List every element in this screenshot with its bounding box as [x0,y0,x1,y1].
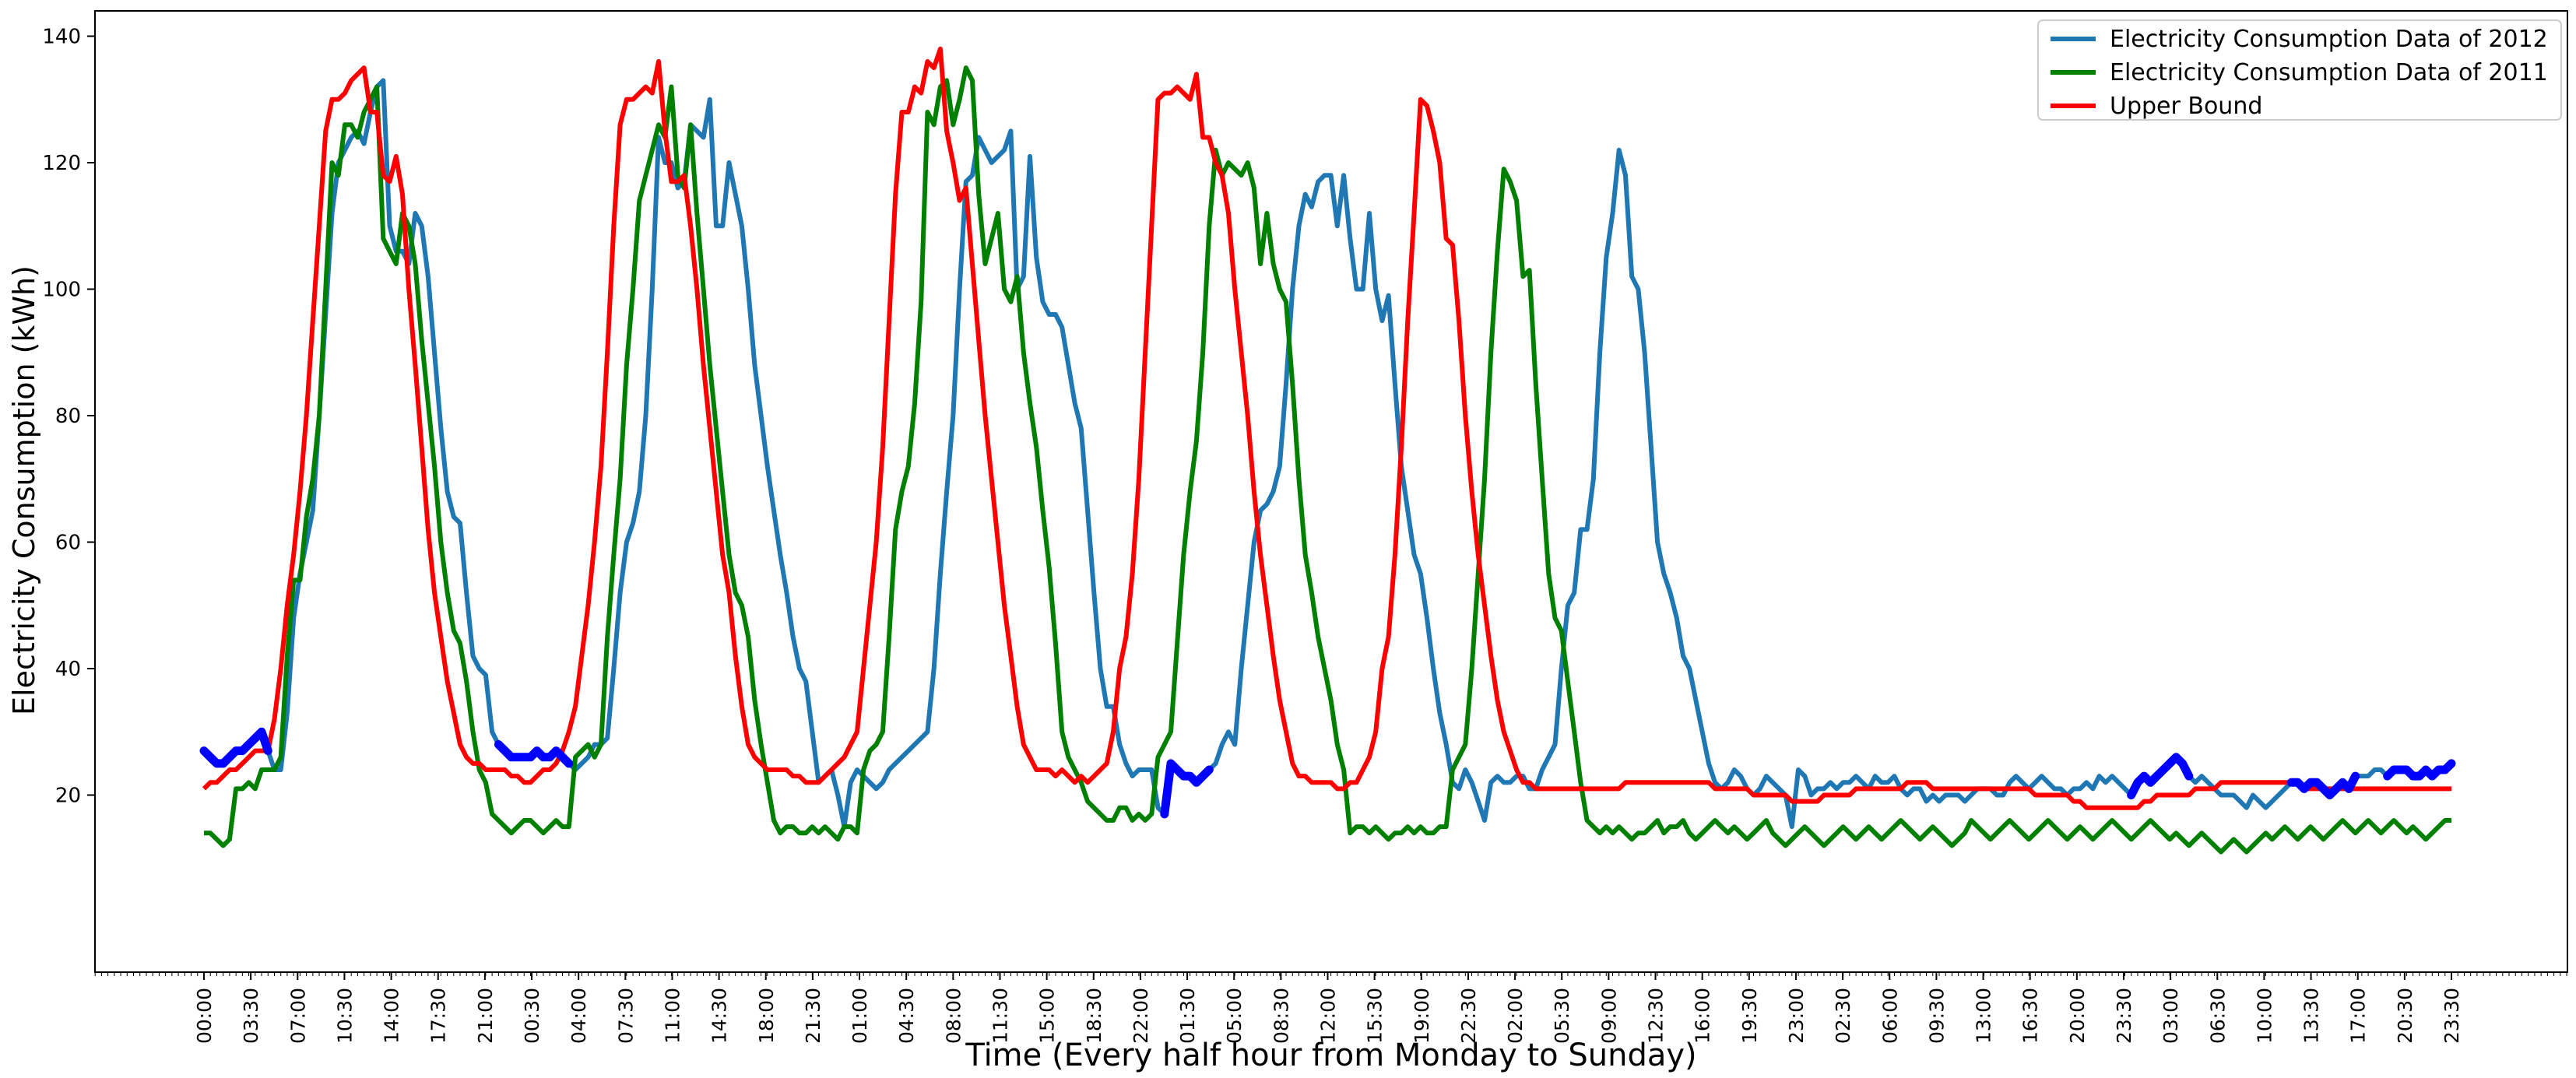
series-layer [202,46,2454,855]
x-tick-label: 08:00 [942,988,965,1044]
x-tick-label: 04:00 [568,988,590,1044]
x-tick-label: 19:30 [1738,988,1761,1044]
x-tick-label: 12:30 [1645,988,1668,1044]
x-tick-label: 09:30 [1925,988,1948,1044]
x-tick-label: 01:00 [849,988,871,1044]
x-tick-label: 18:30 [1083,988,1105,1044]
x-axis: 00:00 03:30 07:00 10:30 14:00 17:30 21:00 00:30… [94,972,2567,1044]
x-tick-label: 17:30 [427,988,450,1044]
x-tick-label: 03:00 [2160,988,2182,1044]
x-tick-label: 13:00 [1973,988,1995,1044]
x-tick-label: 23:30 [2441,988,2463,1044]
x-tick-label: 10:30 [333,988,356,1044]
x-tick-label: 01:30 [1176,988,1199,1044]
y-tick-label: 80 [55,405,81,428]
x-tick-label: 03:30 [240,988,262,1044]
x-tick-label: 16:30 [2019,988,2042,1044]
x-tick-label: 02:30 [1832,988,1854,1044]
x-tick-label: 14:30 [708,988,731,1044]
x-tick-label: 10:00 [2253,988,2276,1044]
y-tick-label: 40 [55,658,81,681]
legend-label-0: Electricity Consumption Data of 2012 [2110,26,2548,53]
y-tick-label: 20 [55,785,81,808]
x-tick-label: 16:00 [1692,988,1714,1044]
x-tick-label: 19:00 [1411,988,1433,1044]
y-tick-label: 140 [42,26,81,49]
x-tick-label: 06:00 [1878,988,1901,1044]
y-tick-label: 60 [55,532,81,555]
highlight-segment [2127,753,2194,799]
x-tick-label: 08:30 [1270,988,1292,1044]
x-tick-label: 00:00 [193,988,216,1044]
x-tick-label: 11:30 [989,988,1011,1044]
x-tick-label: 14:00 [381,988,403,1044]
series-line-0 [202,78,2454,830]
x-tick-label: 23:00 [1785,988,1808,1044]
x-tick-label: 05:30 [1551,988,1573,1044]
x-tick-label: 02:00 [1504,988,1527,1044]
y-axis: 20 40 60 80 100 120 140 [42,26,95,808]
highlight-segment [494,740,574,768]
highlight-segment [199,727,272,768]
x-tick-label: 07:30 [614,988,637,1044]
legend-label-2: Upper Bound [2110,93,2262,120]
x-tick-label: 21:00 [474,988,497,1044]
x-tick-label: 12:00 [1317,988,1340,1044]
highlight-layer [199,727,2456,819]
x-tick-label: 22:30 [1457,988,1480,1044]
x-tick-label: 13:30 [2300,988,2323,1044]
legend-box [2037,19,2562,121]
x-tick-label: 22:00 [1130,988,1152,1044]
x-tick-label: 15:00 [1036,988,1059,1044]
legend-label-1: Electricity Consumption Data of 2011 [2110,59,2548,86]
x-tick-label: 23:30 [2113,988,2135,1044]
x-tick-label: 18:00 [755,988,778,1044]
x-tick-label: 15:30 [1364,988,1386,1044]
series-line-2 [202,46,2451,810]
x-tick-label: 20:00 [2066,988,2089,1044]
x-tick-label: 00:30 [521,988,543,1044]
x-tick-label: 04:30 [895,988,918,1044]
x-tick-label: 17:00 [2347,988,2370,1044]
y-tick-label: 120 [42,152,81,175]
y-axis-title: Electricity Consumption (kWh) [7,265,41,715]
highlight-segment [1160,759,1214,819]
x-tick-label: 07:00 [286,988,309,1044]
y-tick-label: 100 [42,279,81,302]
x-tick-label: 06:30 [2206,988,2229,1044]
x-tick-label: 21:30 [802,988,824,1044]
x-tick-label: 05:00 [1223,988,1246,1044]
highlight-segment [2383,759,2456,781]
legend: Electricity Consumption Data of 2012 Elec… [2037,19,2562,121]
highlight-segment [2286,771,2360,799]
x-tick-label: 11:00 [661,988,684,1044]
x-tick-label: 09:00 [1597,988,1620,1044]
x-tick-label: 20:30 [2394,988,2416,1044]
series-line-1 [204,65,2451,855]
x-axis-title: Time (Every half hour from Monday to Sun… [965,1038,1696,1073]
